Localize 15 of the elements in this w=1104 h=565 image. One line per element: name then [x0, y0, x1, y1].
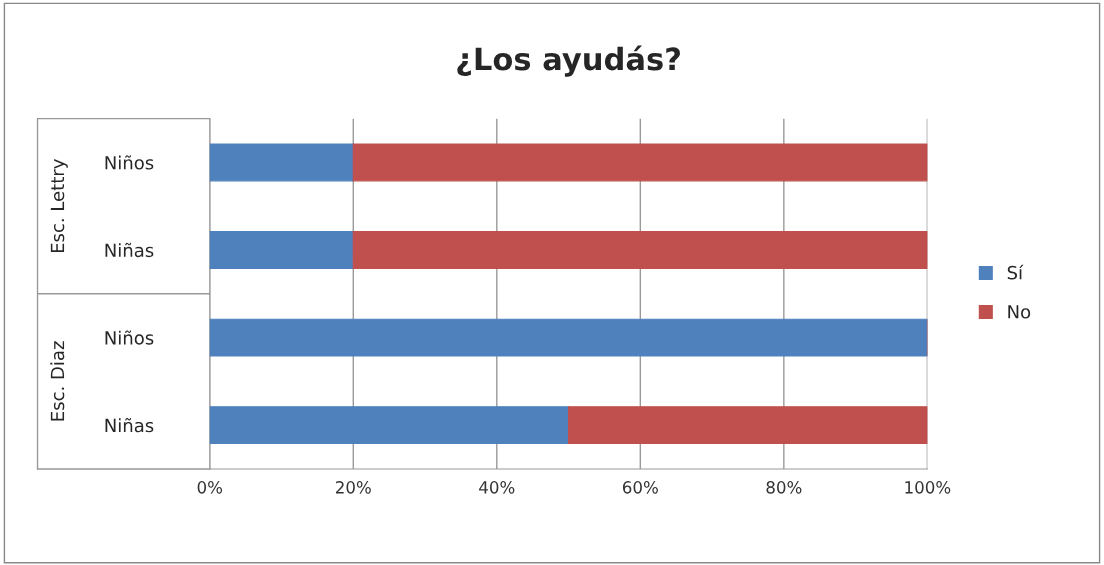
x-tick-label: 100% [905, 481, 951, 494]
legend-label: Sí [1007, 264, 1024, 280]
x-tick-label: 20% [335, 481, 371, 494]
text: Esc. Diaz [50, 341, 65, 421]
y-tick-label: Niños [105, 155, 154, 170]
chart-title: ¿Los ayudás? [457, 45, 680, 77]
legend-label: No [1008, 305, 1031, 319]
text: Esc. Lettry [50, 159, 68, 253]
y-tick-label: Niñas [105, 242, 154, 258]
x-tick-label: 40% [479, 481, 515, 494]
x-tick-label: 60% [622, 481, 658, 494]
y-tick-label: Niños [105, 330, 154, 345]
y-tick-label: Niñas [105, 418, 154, 433]
x-tick-label: 0% [197, 481, 223, 494]
x-tick-label: 80% [766, 481, 802, 494]
